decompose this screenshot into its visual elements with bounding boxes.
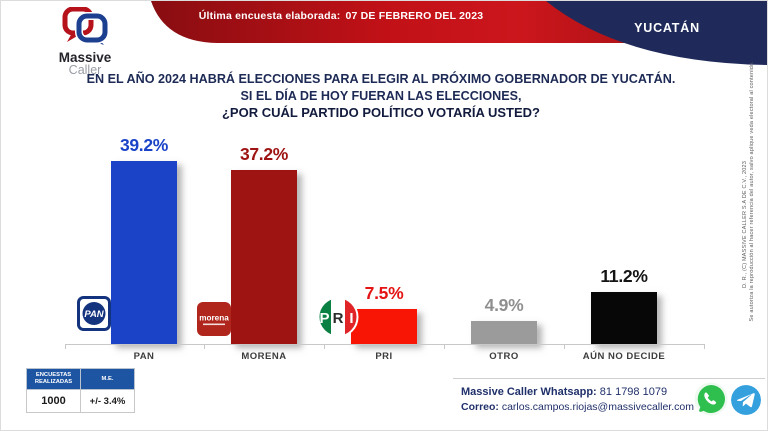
- whatsapp-label: Massive Caller Whatsapp:: [461, 386, 597, 398]
- bar-group-pri: 7.5%: [324, 126, 444, 344]
- logo-text-caller: Caller: [68, 63, 102, 77]
- bar-group-pan: 39.2%: [84, 126, 204, 344]
- poll-question: EN EL AÑO 2024 HABRÁ ELECCIONES PARA ELE…: [31, 71, 731, 121]
- last-survey-date: 07 DE FEBRERO DEL 2023: [345, 10, 484, 22]
- category-label-morena: MORENA: [241, 351, 287, 362]
- stats-header-me: M.E.: [80, 368, 135, 390]
- axis-tick: [204, 344, 205, 349]
- stats-value-sample-size: 1000: [26, 389, 81, 413]
- stats-header-encuestas: ENCUESTAS REALIZADAS: [26, 368, 81, 390]
- pan-logo-text: PAN: [84, 309, 104, 320]
- morena-logo-icon: morena: [197, 302, 231, 336]
- question-line-1: EN EL AÑO 2024 HABRÁ ELECCIONES PARA ELE…: [86, 72, 676, 86]
- category-labels: PAN MORENA PRI OTRO AÚN NO DECIDE: [84, 351, 684, 362]
- logo-text-massive: Massive: [58, 50, 112, 65]
- email-line: Correo: carlos.campos.riojas@massivecall…: [461, 400, 694, 415]
- pri-logo-icon: P R I: [317, 296, 359, 338]
- axis-tick: [324, 344, 325, 349]
- axis-tick: [564, 344, 565, 349]
- pri-logo-letter-i: I: [349, 310, 353, 327]
- bar-value-otro: 4.9%: [484, 295, 524, 316]
- sample-stats-table: ENCUESTAS REALIZADAS M.E. 1000 +/- 3.4%: [26, 368, 135, 413]
- pan-logo-icon: PAN: [77, 296, 111, 331]
- axis-tick: [444, 344, 445, 349]
- massive-caller-logo: Massive Caller: [29, 6, 141, 77]
- bar-group-morena: 37.2%: [204, 126, 324, 344]
- bar-value-aun-no-decide: 11.2%: [600, 265, 648, 286]
- category-label-pan: PAN: [133, 351, 155, 362]
- header-banner-graphics: [151, 1, 767, 65]
- category-label-otro: OTRO: [489, 351, 519, 362]
- bar-value-pan: 39.2%: [119, 134, 169, 155]
- telegram-icon[interactable]: [731, 385, 761, 415]
- pri-logo-letter-r: R: [333, 310, 344, 327]
- bar-value-morena: 37.2%: [239, 144, 289, 165]
- bar-pri: [351, 309, 417, 344]
- question-line-2: SI EL DÍA DE HOY FUERAN LAS ELECCIONES,: [240, 88, 522, 103]
- category-label-aun-no-decide: AÚN NO DECIDE: [582, 351, 666, 362]
- morena-logo-text: morena: [199, 314, 229, 323]
- whatsapp-icon[interactable]: [694, 382, 728, 416]
- contact-info: Massive Caller Whatsapp: 81 1798 1079 Co…: [461, 385, 694, 414]
- last-survey-label: Última encuesta elaborada:: [198, 10, 341, 22]
- navy-corner-shape: [546, 1, 767, 65]
- last-survey-banner: Última encuesta elaborada: 07 DE FEBRERO …: [171, 10, 511, 22]
- email-address: carlos.campos.riojas@massivecaller.com: [501, 400, 694, 413]
- bar-morena: [231, 170, 297, 344]
- region-badge: YUCATÁN: [634, 21, 700, 35]
- axis-tick: [65, 344, 66, 349]
- question-line-3: ¿POR CUÁL PARTIDO POLÍTICO VOTARÍA USTED…: [221, 105, 541, 120]
- bar-pan: [111, 160, 177, 344]
- whatsapp-number: 81 1798 1079: [599, 386, 668, 398]
- bar-group-aun-no-decide: 11.2%: [564, 126, 684, 344]
- table-row: 1000 +/- 3.4%: [26, 389, 135, 413]
- axis-tick: [704, 344, 705, 349]
- email-label: Correo:: [461, 400, 499, 413]
- bar-group-otro: 4.9%: [444, 126, 564, 344]
- bar-chart: 39.2% 37.2% 7.5% 4.9% 11.2% PAN morena: [77, 126, 684, 344]
- x-axis-line: [65, 344, 705, 345]
- copyright-vertical-text: D. R., (C) MASSIVE CALLER S.A DE C.V., 2…: [742, 161, 748, 288]
- pri-logo-letter-p: P: [319, 310, 329, 327]
- massive-caller-logo-icon: [62, 6, 109, 45]
- whatsapp-line: Massive Caller Whatsapp: 81 1798 1079: [461, 385, 694, 400]
- stats-value-margin-error: +/- 3.4%: [80, 389, 135, 413]
- bar-value-pri: 7.5%: [364, 283, 404, 303]
- reproduction-notice-vertical-text: Se autoriza la reproducción al hacer ref…: [749, 61, 755, 322]
- bar-aun-no-decide: [591, 291, 657, 344]
- footer-divider: [453, 378, 765, 379]
- bar-otro: [471, 321, 537, 344]
- category-label-pri: PRI: [375, 351, 393, 362]
